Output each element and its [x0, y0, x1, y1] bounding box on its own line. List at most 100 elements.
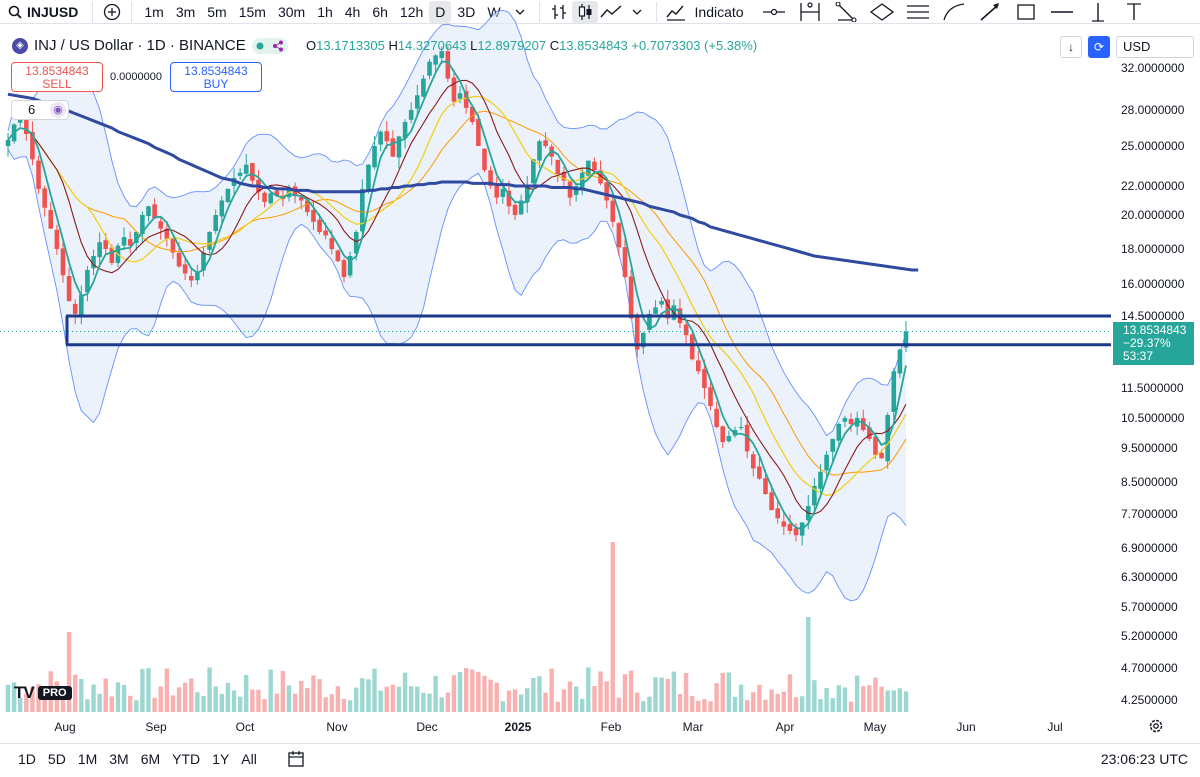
fib-lines-tool-icon[interactable]: [904, 3, 932, 21]
indicators-toggle[interactable]: 6 ◉: [11, 100, 69, 120]
interval-button[interactable]: 15m: [238, 3, 266, 20]
arrow-down-icon[interactable]: ↓: [1060, 36, 1082, 58]
volume-bar: [537, 676, 542, 712]
buy-button[interactable]: 13.8534843 BUY: [170, 62, 262, 92]
candle-body: [207, 232, 212, 250]
volume-bar: [42, 699, 47, 712]
candle-body: [518, 200, 524, 215]
volume-bar: [164, 668, 170, 712]
volume-bar: [140, 669, 145, 712]
date-range-tool-icon[interactable]: [796, 2, 824, 22]
range-button[interactable]: 6M: [140, 750, 161, 767]
gear-icon[interactable]: [1148, 718, 1164, 739]
path-tool-icon[interactable]: [868, 2, 896, 22]
market-status-badge[interactable]: [251, 37, 288, 54]
price-axis-label: 32.0000000: [1121, 61, 1185, 75]
volume-bar: [470, 669, 475, 712]
interval-button[interactable]: 5m: [207, 3, 227, 20]
range-button[interactable]: 1M: [77, 750, 98, 767]
interval-button[interactable]: 12h: [399, 3, 424, 20]
bar-chart-type-icon[interactable]: [546, 1, 572, 23]
range-button[interactable]: 1Y: [212, 750, 230, 767]
candle-body: [702, 369, 707, 388]
volume-bar: [836, 685, 842, 712]
candle-body: [836, 424, 842, 441]
candle-body: [17, 119, 23, 123]
measure-tool-icon[interactable]: [1120, 2, 1148, 22]
volume-bar: [635, 692, 640, 712]
candle-body: [225, 188, 231, 203]
interval-button[interactable]: 1h: [317, 3, 333, 20]
arrow-tool-icon[interactable]: [976, 2, 1004, 22]
moving-averages: [7, 60, 919, 530]
candle-body: [830, 439, 835, 452]
volume-bar: [494, 682, 499, 712]
line-chart-type-icon[interactable]: [598, 1, 624, 23]
volume-bar: [793, 697, 799, 712]
volume-bar: [696, 700, 701, 712]
range-button[interactable]: 3M: [109, 750, 129, 767]
candle-body: [121, 237, 127, 246]
symbol-search[interactable]: INJUSD: [0, 4, 86, 20]
chevron-down-icon[interactable]: [507, 1, 533, 23]
interval-button[interactable]: 4h: [344, 3, 361, 20]
candle-body: [158, 221, 164, 229]
candle-body: [616, 223, 622, 248]
candle-chart-type-icon[interactable]: [571, 0, 598, 23]
volume-bar: [11, 682, 17, 712]
sell-label: SELL: [42, 77, 72, 91]
volume-bar: [91, 684, 96, 712]
calendar-icon[interactable]: [283, 748, 309, 770]
triangle-tool-icon[interactable]: [832, 2, 860, 22]
sell-button[interactable]: 13.8534843 SELL: [11, 62, 103, 92]
candle-body: [463, 91, 469, 108]
sync-icon[interactable]: ⟳: [1088, 36, 1110, 58]
volume-bar: [24, 693, 29, 712]
eye-icon[interactable]: ◉: [50, 102, 66, 118]
range-button[interactable]: 1D: [18, 750, 36, 767]
interval-button[interactable]: 1m: [144, 3, 164, 20]
volume-bar: [659, 677, 664, 712]
horizontal-line-tool-icon[interactable]: [1048, 7, 1076, 17]
candle-body: [824, 454, 829, 471]
interval-button[interactable]: 6h: [372, 3, 388, 20]
interval-button[interactable]: 30m: [277, 3, 306, 20]
candle-body: [818, 471, 823, 489]
range-group: 1D 5D 1M 3M 6M YTD 1Y All: [0, 751, 263, 767]
volume-bar: [439, 697, 444, 712]
chevron-down-icon[interactable]: [624, 1, 650, 23]
range-button[interactable]: YTD: [172, 750, 201, 767]
candle-body: [274, 190, 280, 197]
candle-body: [561, 171, 567, 181]
volume-bar: [170, 695, 176, 712]
vertical-line-tool-icon[interactable]: [1084, 2, 1112, 22]
candle-body: [744, 424, 750, 452]
candle-body: [867, 427, 872, 439]
curve-tool-icon[interactable]: [940, 2, 968, 22]
volume-bar: [280, 671, 286, 712]
indicators-button[interactable]: Indicato: [694, 3, 744, 20]
interval-button[interactable]: 3m: [175, 3, 196, 20]
candle-body: [329, 238, 335, 249]
rectangle-tool-icon[interactable]: [1012, 2, 1040, 22]
volume-bar: [799, 696, 805, 712]
range-button[interactable]: All: [241, 750, 257, 767]
range-button[interactable]: 5D: [47, 750, 66, 767]
interval-button[interactable]: D: [429, 0, 452, 23]
support-resistance-zone[interactable]: [0, 314, 1112, 347]
volume-bar: [237, 696, 243, 712]
candle-body: [237, 172, 243, 176]
volume-bar: [115, 682, 121, 712]
candle-body: [628, 276, 634, 319]
compare-add-button[interactable]: [99, 1, 125, 23]
volume-bar: [378, 690, 383, 712]
time-axis-label: Aug: [54, 720, 75, 734]
volume-bar: [127, 695, 133, 712]
horizontal-ray-tool-icon[interactable]: [760, 6, 788, 18]
interval-button[interactable]: 3D: [457, 3, 476, 20]
currency-select[interactable]: USD: [1116, 36, 1194, 58]
volume-bar: [244, 674, 249, 712]
indicators-icon[interactable]: [663, 1, 689, 23]
candle-body: [213, 215, 219, 232]
